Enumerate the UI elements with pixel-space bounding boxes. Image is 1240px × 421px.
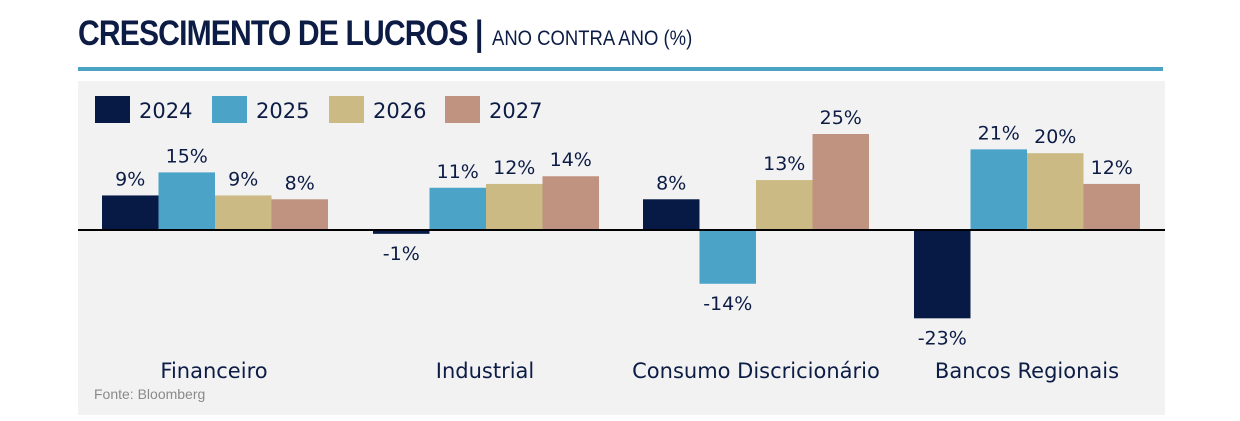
data-label: 8% [285,172,315,194]
bar-2025-0 [158,172,215,230]
category-label: Industrial [436,359,535,383]
data-label: -1% [383,243,420,265]
chart-subtitle: ANO CONTRA ANO (%) [492,27,693,50]
bar-2027-0 [271,199,328,230]
category-label: Financeiro [160,359,267,383]
bar-2027-1 [542,176,599,230]
bar-2024-2 [643,199,700,230]
legend-swatch-2025 [212,96,247,123]
data-label: 13% [763,153,805,175]
chart-panel [78,81,1165,415]
category-label: Consumo Discricionário [632,359,880,383]
legend-swatch-2026 [329,96,364,123]
bar-2026-1 [486,183,543,230]
legend-label-2024: 2024 [139,99,192,123]
data-label: 21% [978,122,1020,144]
data-label: -23% [918,327,967,349]
bar-2027-2 [812,134,869,230]
legend-label-2027: 2027 [489,99,542,123]
data-label: 12% [493,157,535,179]
category-label: Bancos Regionais [935,359,1119,383]
data-label: 9% [228,168,258,190]
source-note: Fonte: Bloomberg [94,386,206,402]
bar-2025-2 [699,230,756,284]
data-label: 11% [437,161,479,183]
chart-header: CRESCIMENTO DE LUCROS | ANO CONTRA ANO (… [78,14,720,58]
data-label: 8% [656,172,686,194]
data-label: 20% [1034,126,1076,148]
data-label: 25% [820,107,862,129]
data-label: -14% [703,293,752,315]
bar-2027-3 [1083,183,1140,230]
title-divider [78,67,1163,71]
legend-swatch-2024 [95,96,130,123]
bar-2026-0 [215,195,272,230]
bar-2024-0 [102,195,159,230]
data-label: 15% [166,145,208,167]
data-label: 9% [115,168,145,190]
data-label: 14% [550,149,592,171]
chart-title: CRESCIMENTO DE LUCROS | [78,14,483,53]
legend-swatch-2027 [445,96,480,123]
bar-2025-1 [429,187,486,230]
bar-2025-3 [970,149,1027,230]
bar-2026-2 [756,180,813,230]
data-label: 12% [1091,157,1133,179]
bar-2024-3 [914,230,971,319]
bar-2024-1 [373,230,430,234]
bar-2026-3 [1027,153,1084,230]
legend-label-2026: 2026 [373,99,426,123]
legend-label-2025: 2025 [256,99,309,123]
